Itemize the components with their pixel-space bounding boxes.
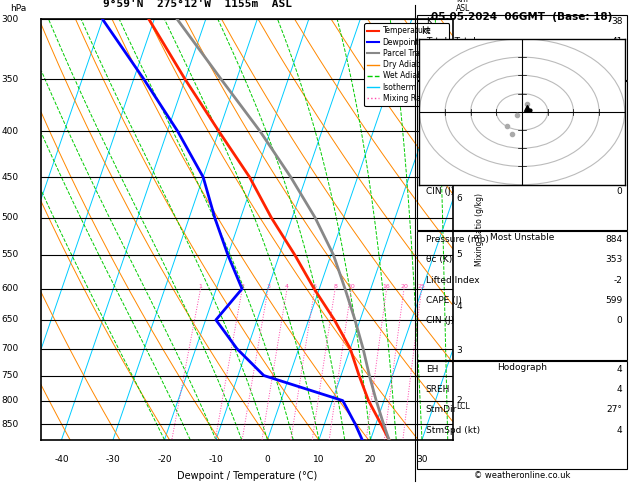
Text: PW (cm): PW (cm) — [426, 57, 464, 67]
Text: Most Unstable: Most Unstable — [490, 233, 554, 242]
Text: 0: 0 — [617, 316, 623, 326]
Text: Surface: Surface — [504, 83, 540, 92]
Text: 4: 4 — [456, 302, 462, 311]
Text: CIN (J): CIN (J) — [426, 187, 454, 196]
Text: 5: 5 — [456, 250, 462, 259]
Text: 300: 300 — [1, 15, 18, 24]
Text: Pressure (mb): Pressure (mb) — [426, 235, 489, 244]
Text: 6: 6 — [456, 194, 462, 203]
Text: 700: 700 — [1, 344, 18, 353]
Text: Temp (°C): Temp (°C) — [426, 85, 470, 94]
Text: 7: 7 — [456, 137, 462, 145]
Text: 41: 41 — [611, 37, 623, 46]
Text: 20: 20 — [365, 454, 376, 464]
Text: LCL: LCL — [456, 402, 470, 411]
Text: 30: 30 — [416, 454, 428, 464]
Text: 350: 350 — [1, 75, 18, 84]
Text: 1: 1 — [199, 284, 203, 289]
Text: 9°59'N  275°12'W  1155m  ASL: 9°59'N 275°12'W 1155m ASL — [103, 0, 292, 9]
Text: kt: kt — [421, 26, 431, 36]
Legend: Temperature, Dewpoint, Parcel Trajectory, Dry Adiabat, Wet Adiabat, Isotherm, Mi: Temperature, Dewpoint, Parcel Trajectory… — [364, 23, 449, 106]
Text: CIN (J): CIN (J) — [426, 316, 454, 326]
Text: 2: 2 — [240, 284, 244, 289]
Text: 4: 4 — [617, 426, 623, 435]
Text: 2: 2 — [456, 396, 462, 405]
Text: Totals Totals: Totals Totals — [426, 37, 480, 46]
Text: Lifted Index: Lifted Index — [426, 276, 479, 285]
Text: 650: 650 — [1, 315, 18, 324]
Text: 16: 16 — [383, 284, 391, 289]
Text: 10: 10 — [313, 454, 325, 464]
Text: hPa: hPa — [10, 4, 26, 13]
Text: 4: 4 — [285, 284, 289, 289]
Text: 8: 8 — [456, 77, 462, 86]
Text: -10: -10 — [209, 454, 223, 464]
Text: 20: 20 — [400, 284, 408, 289]
Text: 450: 450 — [1, 173, 18, 181]
Text: 550: 550 — [1, 250, 18, 260]
Text: Lifted Index: Lifted Index — [426, 146, 479, 155]
Text: -30: -30 — [106, 454, 120, 464]
Text: 18.4: 18.4 — [603, 105, 623, 114]
Text: 0: 0 — [617, 187, 623, 196]
Text: km
ASL: km ASL — [456, 0, 470, 13]
Text: 599: 599 — [605, 296, 623, 305]
Text: 353: 353 — [605, 255, 623, 264]
Text: 27°: 27° — [607, 405, 623, 415]
Text: 500: 500 — [1, 213, 18, 223]
Text: 38: 38 — [611, 17, 623, 26]
Text: StmDir: StmDir — [426, 405, 457, 415]
Text: CAPE (J): CAPE (J) — [426, 166, 462, 175]
Text: -2: -2 — [614, 146, 623, 155]
Text: 10: 10 — [347, 284, 355, 289]
Bar — [417, 81, 627, 230]
Text: 3: 3 — [266, 284, 270, 289]
Text: 400: 400 — [1, 127, 18, 136]
Text: 884: 884 — [606, 235, 623, 244]
Text: 05.05.2024  06GMT  (Base: 18): 05.05.2024 06GMT (Base: 18) — [431, 12, 613, 22]
Text: 353: 353 — [605, 125, 623, 135]
Text: Hodograph: Hodograph — [497, 363, 547, 372]
Text: Dewp (°C): Dewp (°C) — [426, 105, 472, 114]
Text: StmSpd (kt): StmSpd (kt) — [426, 426, 480, 435]
Text: EH: EH — [426, 364, 438, 374]
Text: Mixing Ratio (g/kg): Mixing Ratio (g/kg) — [475, 193, 484, 266]
Text: 3: 3 — [456, 346, 462, 355]
Text: Dewpoint / Temperature (°C): Dewpoint / Temperature (°C) — [177, 471, 317, 481]
Text: 600: 600 — [1, 284, 18, 293]
Text: 800: 800 — [1, 396, 18, 405]
Text: 23.6: 23.6 — [603, 85, 623, 94]
Bar — [417, 15, 627, 80]
Text: -40: -40 — [54, 454, 69, 464]
Text: 4: 4 — [617, 385, 623, 394]
Text: θᴄ(K): θᴄ(K) — [426, 125, 449, 135]
Text: 850: 850 — [1, 419, 18, 429]
Text: 6: 6 — [313, 284, 316, 289]
Text: CAPE (J): CAPE (J) — [426, 296, 462, 305]
Text: 4: 4 — [617, 364, 623, 374]
Text: K: K — [426, 17, 431, 26]
Text: 0: 0 — [265, 454, 270, 464]
Text: SREH: SREH — [426, 385, 450, 394]
Bar — [417, 361, 627, 469]
Text: θᴄ (K): θᴄ (K) — [426, 255, 452, 264]
Text: -20: -20 — [157, 454, 172, 464]
Bar — [417, 231, 627, 360]
Text: 25: 25 — [418, 284, 426, 289]
Text: -2: -2 — [614, 276, 623, 285]
Text: 599: 599 — [605, 166, 623, 175]
Text: © weatheronline.co.uk: © weatheronline.co.uk — [474, 471, 571, 480]
Text: 750: 750 — [1, 371, 18, 380]
Text: 3.22: 3.22 — [603, 57, 623, 67]
Text: 8: 8 — [333, 284, 337, 289]
